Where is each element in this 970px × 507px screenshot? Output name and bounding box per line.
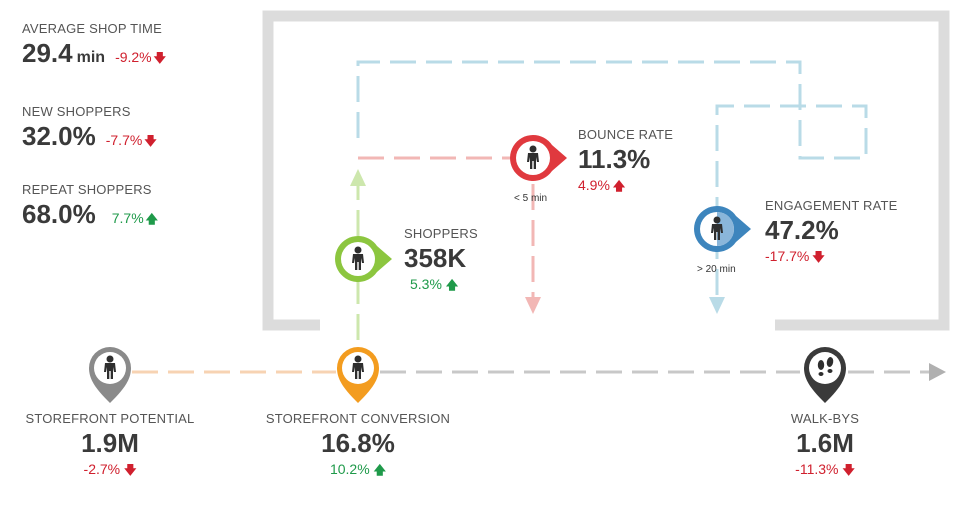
storefront-conversion-label: STOREFRONT CONVERSION [265, 411, 451, 426]
avg-shop-time-label: AVERAGE SHOP TIME [22, 21, 162, 36]
new-shoppers-label: NEW SHOPPERS [22, 104, 131, 119]
new-shoppers-value: 32.0% [22, 121, 96, 151]
engagement-rate-label: ENGAGEMENT RATE [765, 198, 898, 213]
repeat-shoppers-change: 7.7% [111, 210, 144, 226]
storefront-potential-metric: STOREFRONT POTENTIAL 1.9M -2.7% 🡇 [20, 411, 200, 482]
storefront-conversion-metric: STOREFRONT CONVERSION 16.8% 10.2% 🡅 [258, 411, 458, 482]
shoppers-change: 5.3% [410, 276, 442, 292]
storefront-potential-change: -2.7% [83, 461, 121, 477]
walk-bys-pin [804, 347, 846, 403]
arrow-down-icon: 🡇 [124, 463, 137, 477]
bounce-rate-change: 4.9% [578, 177, 610, 193]
storefront-potential-value: 1.9M [81, 428, 139, 458]
arrow-up-icon: 🡅 [373, 463, 387, 477]
shoppers-value: 358K [404, 243, 467, 273]
engagement-arrowhead [709, 297, 725, 314]
repeat-shoppers-metric: REPEAT SHOPPERS 68.0% 7.7% 🡅 [22, 182, 158, 231]
person-icon [352, 355, 364, 379]
avg-shop-time-metric: AVERAGE SHOP TIME 29.4 min -9.2% 🡇 [22, 21, 166, 70]
bounce-rate-pin [510, 134, 567, 181]
arrow-up-icon: 🡅 [445, 278, 459, 292]
store-frame [262, 10, 950, 331]
storefront-potential-label: STOREFRONT POTENTIAL [25, 411, 195, 426]
bounce-rate-metric: BOUNCE RATE 11.3% 4.9% 🡅 [578, 127, 673, 198]
bounce-rate-value: 11.3% [578, 144, 651, 174]
bounce-threshold-label: < 5 min [514, 193, 548, 204]
arrow-down-icon: 🡇 [842, 463, 855, 477]
entry-arrowhead [350, 169, 366, 186]
engagement-fill-wedge [717, 212, 734, 246]
person-icon [527, 145, 539, 169]
arrow-down-icon: 🡇 [144, 134, 157, 148]
arrow-up-icon: 🡅 [145, 212, 158, 226]
engagement-threshold-label: > 20 min [697, 264, 736, 275]
bounce-rate-label: BOUNCE RATE [578, 127, 674, 142]
new-shoppers-metric: NEW SHOPPERS 32.0% -7.7% 🡇 [22, 104, 157, 153]
walkby-arrowhead [929, 363, 946, 381]
arrow-down-icon: 🡇 [153, 51, 166, 65]
engagement-rate-metric: ENGAGEMENT RATE 47.2% -17.7% 🡇 [765, 198, 898, 269]
avg-shop-time-value: 29.4 [22, 38, 73, 68]
storefront-conversion-value: 16.8% [321, 428, 395, 458]
person-icon [352, 246, 364, 270]
arrow-down-icon: 🡇 [812, 250, 825, 264]
walk-bys-metric: WALK-BYS 1.6M -11.3% 🡇 [760, 411, 890, 482]
repeat-shoppers-label: REPEAT SHOPPERS [22, 182, 152, 197]
avg-shop-time-unit: min [76, 49, 106, 66]
walk-bys-label: WALK-BYS [790, 411, 860, 426]
repeat-shoppers-value: 68.0% [22, 199, 96, 229]
engagement-loop-path [356, 60, 868, 298]
person-icon [711, 216, 723, 240]
walk-bys-change: -11.3% [795, 461, 839, 477]
engagement-rate-value: 47.2% [765, 215, 839, 245]
footprints-icon [817, 357, 834, 376]
person-icon [104, 355, 116, 379]
storefront-conversion-change: 10.2% [329, 461, 370, 477]
engagement-rate-pin [694, 206, 751, 252]
bounce-arrowhead [525, 297, 541, 314]
new-shoppers-change: -7.7% [105, 132, 143, 148]
shoppers-pin [335, 236, 392, 282]
storefront-potential-pin [89, 347, 131, 403]
arrow-up-icon: 🡅 [612, 179, 626, 193]
storefront-conversion-pin [337, 347, 379, 403]
shoppers-label: SHOPPERS [404, 226, 478, 241]
engagement-rate-change: -17.7% [765, 248, 810, 264]
walk-bys-value: 1.6M [796, 428, 854, 458]
avg-shop-time-change: -9.2% [115, 49, 152, 65]
shoppers-metric: SHOPPERS 358K 5.3% 🡅 [404, 226, 478, 297]
